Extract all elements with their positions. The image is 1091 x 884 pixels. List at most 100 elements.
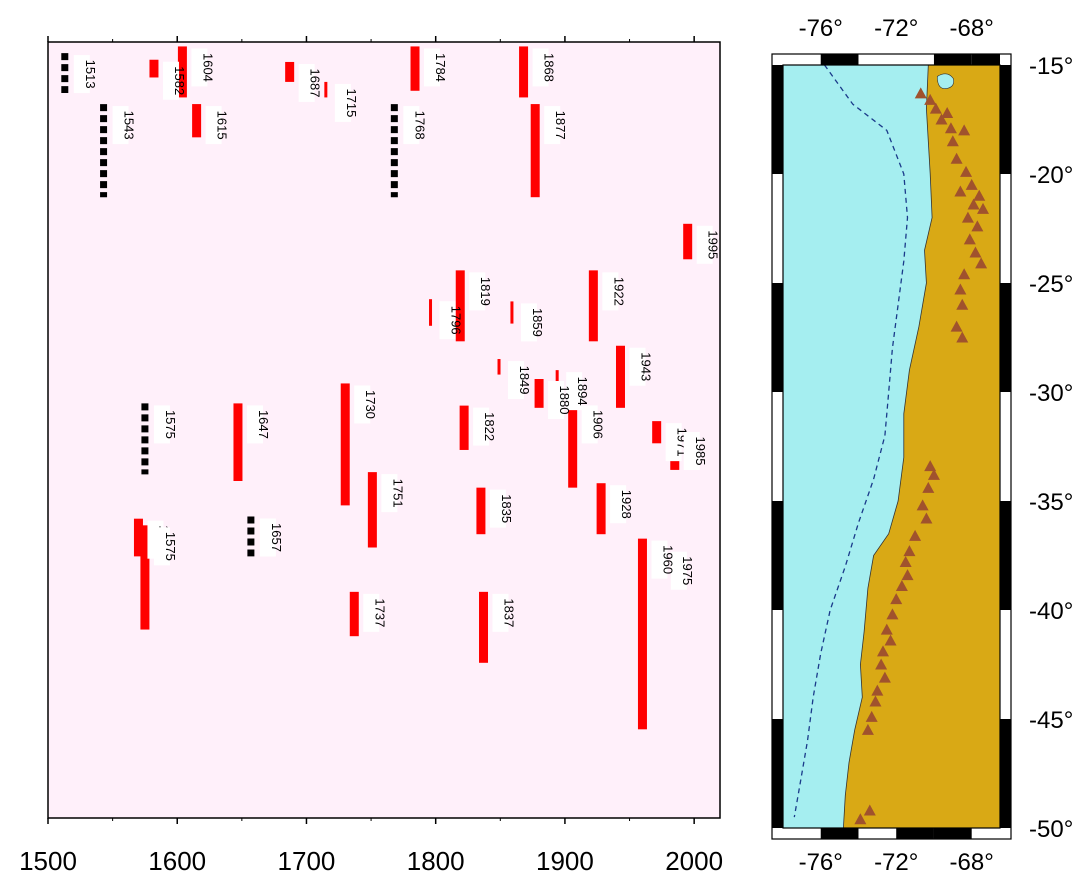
lon-band-bottom <box>933 828 972 839</box>
chile-map: -76° -76° -72° -72° -68° -68° -15° -20° -25° -30°… <box>771 15 1073 876</box>
map-body <box>783 65 1000 828</box>
rupture-bar-1835 <box>476 487 486 535</box>
label-backdrop <box>112 106 129 145</box>
label-backdrop <box>581 405 598 444</box>
lon-band-top <box>933 54 972 65</box>
volcano-marker <box>944 122 957 134</box>
label-backdrop <box>205 106 222 145</box>
rupture-label-1868: 1868 <box>532 48 557 87</box>
rupture-label-1604: 1604 <box>191 48 215 87</box>
rupture-label-1859: 1859 <box>520 303 545 342</box>
x-tick-label: 1500 <box>19 846 77 876</box>
rupture-year-labels: 1513 1543 1582 1604 1615 1687 1715 1784 1768 1868… <box>73 48 721 632</box>
label-backdrop <box>381 474 398 513</box>
rupture-year-text: 1835 <box>499 494 514 523</box>
rupture-label-1906: 1906 <box>581 405 606 444</box>
rupture-year-text: 1730 <box>363 390 378 419</box>
rupture-bar-1737 <box>349 591 359 637</box>
rupture-bar-1751 <box>367 472 377 548</box>
label-backdrop <box>665 423 682 462</box>
volcano-marker <box>861 723 874 735</box>
rupture-label-1730: 1730 <box>354 385 378 424</box>
label-backdrop <box>246 405 263 444</box>
x-tick-label: 1900 <box>536 846 594 876</box>
volcano-marker <box>954 185 967 197</box>
rupture-bar-1960 <box>637 538 647 730</box>
rupture-bar-1582 <box>149 59 159 78</box>
label-backdrop <box>73 55 90 94</box>
label-backdrop <box>424 48 441 87</box>
label-backdrop <box>602 272 619 311</box>
rupture-label-1796: 1796 <box>439 301 464 340</box>
rupture-year-text: 1768 <box>412 111 427 140</box>
volcano-marker <box>854 813 867 825</box>
rupture-year-text: 1687 <box>308 68 323 97</box>
volcano-marker <box>901 569 914 581</box>
rupture-year-text: 1906 <box>591 410 606 439</box>
lat-band-left <box>772 65 783 174</box>
x-axis: 1500 1600 1700 1800 1900 2000 <box>19 36 723 876</box>
label-backdrop <box>162 61 179 100</box>
volcano-marker <box>869 695 882 707</box>
volcano-marker <box>946 135 959 147</box>
rupture-bar-1922 <box>588 270 598 342</box>
rupture-label-1657: 1657 <box>259 518 284 557</box>
volcano-marker <box>967 198 980 210</box>
rupture-year-text: 1849 <box>517 366 532 395</box>
label-backdrop <box>610 485 627 524</box>
lon-tick-label-bottom: -68° <box>950 849 994 876</box>
label-backdrop <box>354 385 371 424</box>
rupture-label-1877: 1877 <box>544 106 568 145</box>
volcano-marker <box>895 580 908 592</box>
rupture-bar-1877 <box>530 104 540 198</box>
label-backdrop <box>629 347 646 386</box>
volcano-marker <box>956 331 969 343</box>
rupture-bar-1822 <box>459 405 469 450</box>
rupture-bar-1837 <box>479 591 489 663</box>
rupture-bar-1894 <box>555 370 559 391</box>
volcano-marker <box>880 623 893 635</box>
rupture-year-text: 1877 <box>553 111 568 140</box>
rupture-year-text: 1960 <box>660 545 675 574</box>
lon-band-bottom <box>820 828 859 839</box>
label-backdrop <box>696 225 713 264</box>
trench-line <box>793 65 909 818</box>
volcano-marker <box>886 608 899 620</box>
volcano-marker <box>920 512 933 524</box>
volcano-marker <box>977 202 990 214</box>
volcano-marker <box>877 645 890 657</box>
rupture-label-1582: 1582 <box>162 61 187 100</box>
label-backdrop <box>544 106 561 145</box>
label-backdrop <box>363 593 380 632</box>
volcano-marker <box>927 468 940 480</box>
label-backdrop <box>334 83 351 122</box>
x-tick-label: 2000 <box>665 846 723 876</box>
lon-tick-label-top: -68° <box>950 15 994 42</box>
lat-band-right <box>1000 719 1011 828</box>
volcano-marker <box>975 257 988 269</box>
map-frame <box>771 53 1012 840</box>
rupture-label-1837: 1837 <box>492 593 517 632</box>
rupture-label-1819: 1819 <box>469 272 493 311</box>
volcano-marker <box>865 710 878 722</box>
volcano-marker <box>922 481 935 493</box>
rupture-label-1985: 1985 <box>683 432 708 470</box>
rupture-label-1995: 1995 <box>696 225 721 264</box>
volcano-marker <box>958 124 971 136</box>
rupture-label-1835: 1835 <box>489 489 514 528</box>
rupture-label-1687: 1687 <box>298 63 323 102</box>
lat-band-right <box>1000 501 1011 610</box>
volcano-marker <box>875 658 888 670</box>
label-backdrop <box>508 361 525 400</box>
volcano-marker <box>899 556 912 568</box>
rupture-year-text: 1985 <box>693 437 708 466</box>
volcano-marker <box>863 804 876 816</box>
rupture-year-text: 1922 <box>611 277 626 306</box>
rupture-year-text: 1784 <box>433 53 448 82</box>
map-outer-border <box>771 53 1012 840</box>
label-backdrop <box>191 48 208 87</box>
rupture-bar-1943 <box>615 345 625 408</box>
rupture-year-text: 1604 <box>200 53 215 82</box>
volcano-marker <box>958 268 971 280</box>
volcano-marker <box>963 233 976 245</box>
